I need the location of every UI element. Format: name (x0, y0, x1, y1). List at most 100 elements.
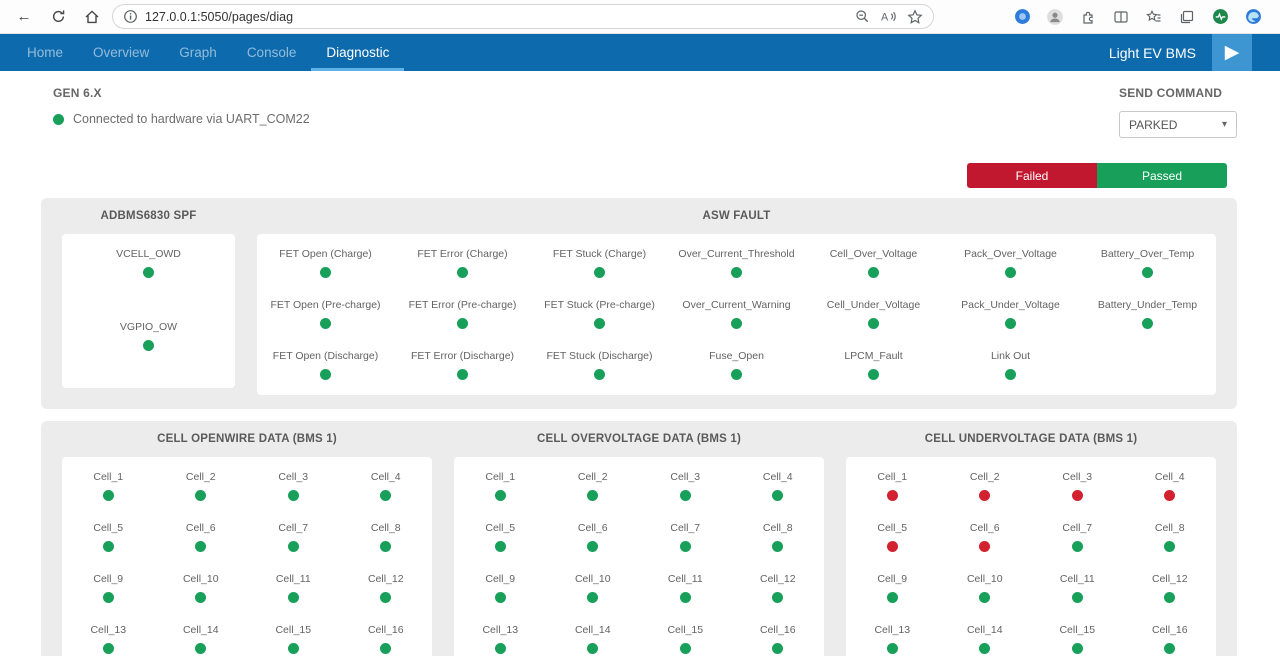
cell-item: Cell_1 (846, 465, 939, 516)
fault-label: VGPIO_OW (119, 321, 178, 333)
fault-item: Over_Current_Threshold (668, 242, 805, 293)
fault-label: Pack_Under_Voltage (961, 299, 1060, 311)
cell-label: Cell_11 (275, 573, 311, 585)
status-dot (868, 369, 879, 380)
cell-undervoltage-title: CELL UNDERVOLTAGE DATA (BMS 1) (924, 433, 1138, 445)
status-dot (1005, 267, 1016, 278)
fault-label: FET Stuck (Charge) (552, 248, 647, 260)
cell-label: Cell_9 (877, 573, 908, 585)
cell-label: Cell_1 (877, 471, 908, 483)
cell-item: Cell_11 (1031, 567, 1124, 618)
cell-item: Cell_4 (1124, 465, 1217, 516)
status-dot (772, 643, 784, 654)
cell-item: Cell_12 (1124, 567, 1217, 618)
cell-label: Cell_7 (278, 522, 309, 534)
cell-label: Cell_3 (1062, 471, 1093, 483)
status-dot (287, 592, 299, 603)
cell-undervoltage-card: Cell_1 Cell_2 Cell_3 Cell_4 (846, 457, 1216, 656)
cell-overvoltage-title: CELL OVERVOLTAGE DATA (BMS 1) (536, 433, 742, 445)
nav-link[interactable]: Overview (78, 34, 164, 71)
address-bar[interactable]: 127.0.0.1:5050/pages/diag A (112, 4, 934, 29)
fault-item: FET Stuck (Pre-charge) (531, 293, 668, 344)
zoom-icon[interactable] (855, 9, 870, 24)
url-text[interactable]: 127.0.0.1:5050/pages/diag (145, 9, 294, 24)
cell-item: Cell_3 (1031, 465, 1124, 516)
fault-label: LPCM_Fault (844, 350, 903, 362)
status-dot (1071, 643, 1083, 654)
cell-item: Cell_4 (732, 465, 825, 516)
fault-label: Cell_Under_Voltage (826, 299, 921, 311)
site-info-icon[interactable] (123, 9, 138, 24)
app-logo[interactable]: ▶ (1212, 34, 1252, 71)
home-button[interactable] (78, 3, 106, 31)
fault-label: FET Error (Discharge) (410, 350, 515, 362)
cell-label: Cell_16 (367, 624, 404, 636)
fault-item: FET Open (Charge) (257, 242, 394, 293)
browser-essentials-icon[interactable] (1207, 4, 1233, 30)
fault-label: Fuse_Open (709, 350, 764, 362)
cell-label: Cell_8 (370, 522, 401, 534)
fault-item: Fuse_Open (668, 344, 805, 395)
spf-panel: ADBMS6830 SPF VCELL_OWD VGPIO_OW (62, 210, 235, 395)
cell-label: Cell_12 (1151, 573, 1188, 585)
cell-label: Cell_2 (969, 471, 1000, 483)
fault-item: Pack_Under_Voltage (942, 293, 1079, 344)
status-dot (457, 369, 468, 380)
collections-icon[interactable] (1174, 4, 1200, 30)
status-dot (494, 541, 506, 552)
cell-item: Cell_16 (732, 618, 825, 656)
cell-label: Cell_4 (370, 471, 401, 483)
cell-item: Cell_8 (732, 516, 825, 567)
fault-label: FET Open (Discharge) (272, 350, 379, 362)
cell-label: Cell_14 (182, 624, 219, 636)
copilot-icon[interactable] (1009, 4, 1035, 30)
fault-label: Pack_Over_Voltage (964, 248, 1057, 260)
nav-link[interactable]: Home (12, 34, 78, 71)
cell-label: Cell_3 (278, 471, 309, 483)
back-button[interactable]: ← (10, 3, 38, 31)
cell-openwire-card: Cell_1 Cell_2 Cell_3 Cell_4 (62, 457, 432, 656)
cell-label: Cell_4 (762, 471, 793, 483)
profile-avatar[interactable] (1042, 4, 1068, 30)
cell-item: Cell_7 (639, 516, 732, 567)
favorites-hub-icon[interactable] (1141, 4, 1167, 30)
nav-link[interactable]: Diagnostic (311, 34, 405, 71)
favorite-star-icon[interactable] (907, 8, 923, 25)
cell-label: Cell_9 (485, 573, 516, 585)
fault-item: VGPIO_OW (62, 315, 235, 366)
passed-legend-button[interactable]: Passed (1097, 163, 1227, 188)
cell-undervoltage-panel: CELL UNDERVOLTAGE DATA (BMS 1) Cell_1 Ce… (846, 433, 1216, 656)
cell-label: Cell_12 (367, 573, 404, 585)
cell-item: Cell_9 (62, 567, 155, 618)
status-dot (195, 541, 207, 552)
failed-legend-button[interactable]: Failed (967, 163, 1097, 188)
status-dot (1071, 541, 1083, 552)
status-dot (886, 643, 898, 654)
extensions-icon[interactable] (1075, 4, 1101, 30)
cell-label: Cell_12 (759, 573, 796, 585)
fault-label: FET Stuck (Discharge) (546, 350, 653, 362)
cell-item: Cell_5 (62, 516, 155, 567)
cell-item: Cell_4 (340, 465, 433, 516)
read-aloud-icon[interactable]: A (880, 9, 897, 24)
split-screen-icon[interactable] (1108, 4, 1134, 30)
refresh-button[interactable] (44, 3, 72, 31)
nav-link[interactable]: Graph (164, 34, 232, 71)
status-dot (587, 490, 599, 501)
fault-item: Cell_Over_Voltage (805, 242, 942, 293)
status-dot (979, 592, 991, 603)
play-triangle-icon: ▶ (1224, 42, 1240, 63)
cell-item: Cell_2 (547, 465, 640, 516)
status-dot (772, 592, 784, 603)
status-dot (679, 592, 691, 603)
send-command-dropdown[interactable]: PARKED ▾ (1119, 111, 1237, 138)
edge-logo-icon[interactable] (1240, 4, 1266, 30)
cell-item: Cell_15 (639, 618, 732, 656)
nav-link[interactable]: Console (232, 34, 312, 71)
status-dot (979, 490, 991, 501)
asw-card: FET Open (Charge) FET Error (Charge) FET… (257, 234, 1216, 395)
gen-label: GEN 6.X (53, 86, 102, 100)
cell-label: Cell_15 (1059, 624, 1096, 636)
cell-label: Cell_11 (1059, 573, 1095, 585)
status-dot (1071, 592, 1083, 603)
